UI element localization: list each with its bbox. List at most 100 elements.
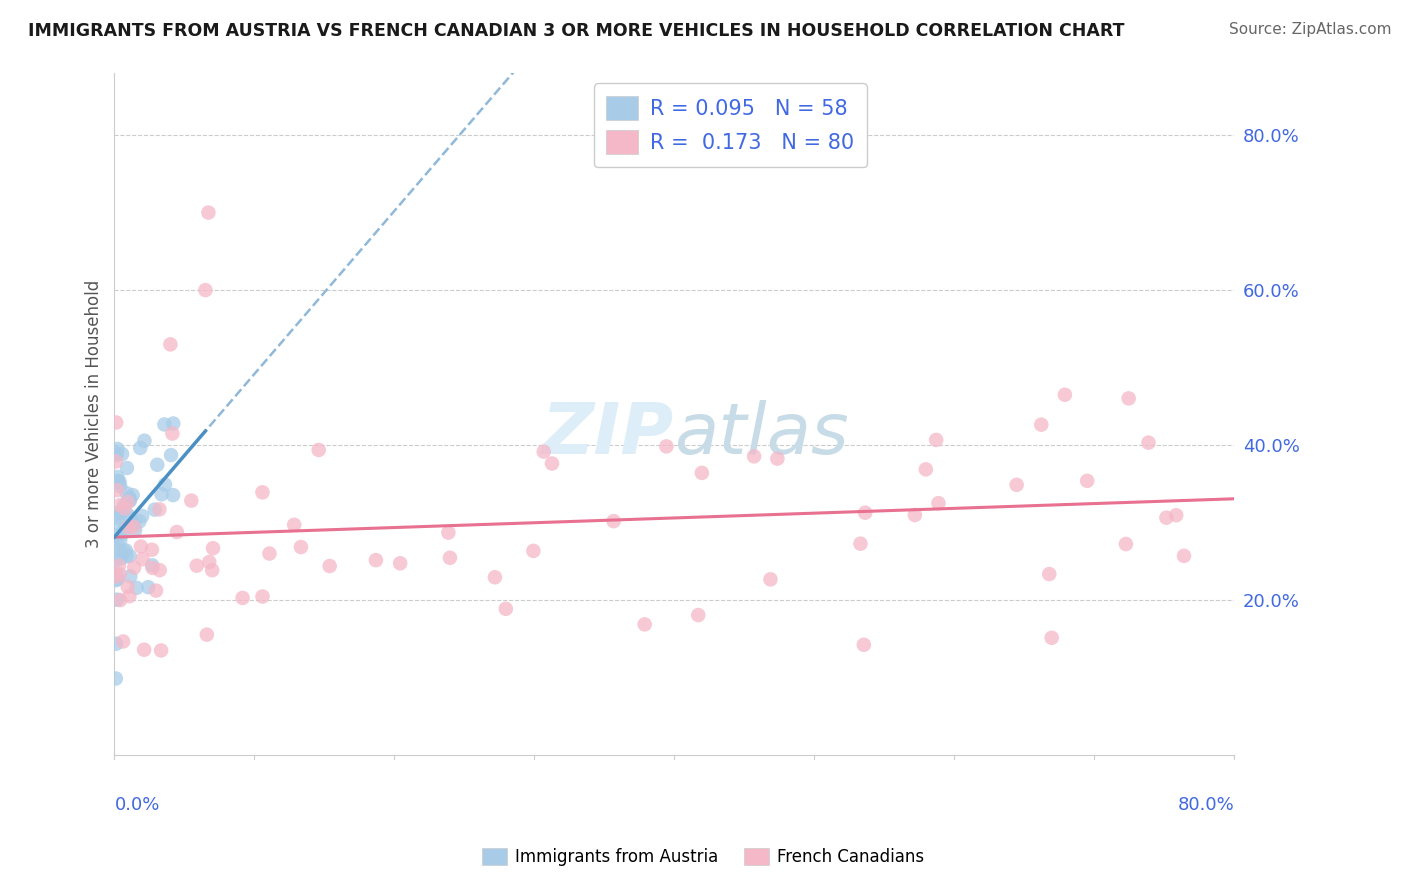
Point [107,543,129,558]
Point [141,558,163,573]
Point [742,450,765,464]
Point [852,638,875,652]
Point [146,458,169,472]
Point [110,551,132,566]
Point [759,572,782,586]
Point [129,441,152,455]
Point [134,434,156,448]
Point [148,502,170,516]
Point [104,566,127,580]
Point [115,461,138,475]
Point [108,533,131,548]
Point [1173,549,1195,563]
Point [180,493,202,508]
Point [201,563,224,577]
Point [634,617,657,632]
Point [131,552,153,566]
Point [105,483,128,498]
Point [107,442,129,456]
Point [104,672,127,686]
Point [117,520,139,534]
Point [541,457,564,471]
Point [162,417,184,431]
Point [108,593,131,607]
Point [120,511,142,525]
Point [1137,435,1160,450]
Point [104,510,127,524]
Point [125,581,148,595]
Point [1166,508,1188,523]
Point [141,542,163,557]
Text: 80.0%: 80.0% [1178,797,1234,814]
Text: Source: ZipAtlas.com: Source: ZipAtlas.com [1229,22,1392,37]
Point [160,448,183,462]
Point [105,470,128,484]
Point [129,540,152,554]
Point [259,547,281,561]
Point [364,553,387,567]
Point [1156,510,1178,524]
Point [104,529,127,543]
Point [107,475,129,490]
Point [118,491,141,505]
Point [134,642,156,657]
Point [108,567,131,582]
Point [112,544,135,558]
Legend: R = 0.095   N = 58, R =  0.173   N = 80: R = 0.095 N = 58, R = 0.173 N = 80 [593,83,868,167]
Point [122,520,145,534]
Point [142,561,165,575]
Point [1053,388,1076,402]
Point [104,446,127,460]
Point [143,502,166,516]
Point [105,416,128,430]
Y-axis label: 3 or more Vehicles in Household: 3 or more Vehicles in Household [86,280,103,549]
Point [131,509,153,524]
Point [120,569,142,583]
Point [107,572,129,586]
Point [1031,417,1053,432]
Point [108,498,131,512]
Point [197,205,219,219]
Point [533,444,555,458]
Point [252,590,274,604]
Point [1115,537,1137,551]
Point [111,447,134,461]
Point [153,477,176,491]
Point [118,589,141,603]
Point [115,486,138,500]
Point [107,539,129,553]
Point [115,543,138,558]
Point [121,488,143,502]
Point [904,508,927,522]
Point [110,505,132,519]
Point [484,570,506,584]
Point [186,558,208,573]
Point [162,488,184,502]
Point [105,448,128,462]
Point [198,555,221,569]
Text: IMMIGRANTS FROM AUSTRIA VS FRENCH CANADIAN 3 OR MORE VEHICLES IN HOUSEHOLD CORRE: IMMIGRANTS FROM AUSTRIA VS FRENCH CANADI… [28,22,1125,40]
Point [201,541,224,556]
Point [162,426,184,441]
Point [108,558,131,573]
Text: ZIP: ZIP [543,401,675,469]
Point [117,495,139,509]
Point [114,501,136,516]
Point [122,560,145,574]
Point [914,462,936,476]
Point [1005,477,1028,491]
Point [104,573,127,587]
Point [149,563,172,577]
Point [104,569,127,583]
Point [688,608,710,623]
Text: 0.0%: 0.0% [114,797,160,814]
Point [308,442,330,457]
Point [602,514,624,528]
Point [118,494,141,508]
Point [114,521,136,535]
Point [107,507,129,521]
Point [690,466,713,480]
Point [153,417,176,432]
Text: atlas: atlas [675,401,849,469]
Point [252,485,274,500]
